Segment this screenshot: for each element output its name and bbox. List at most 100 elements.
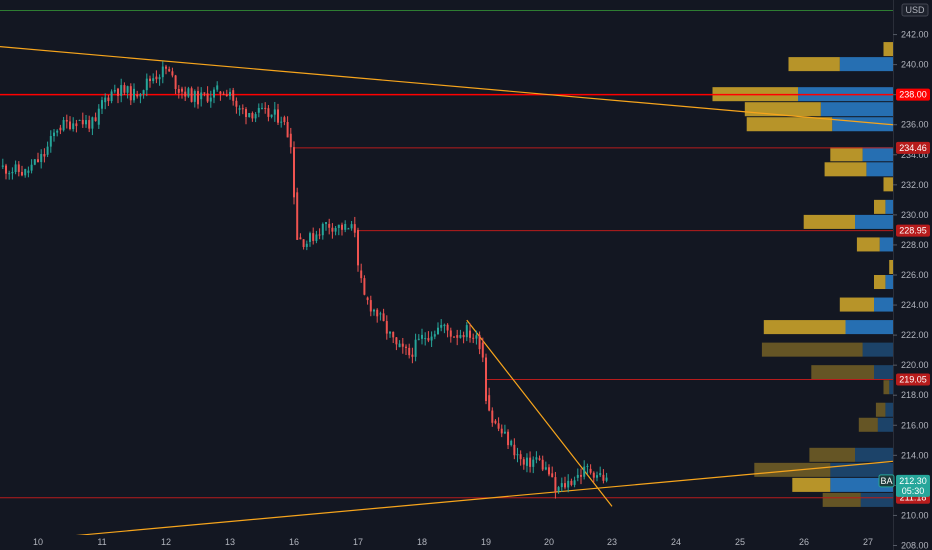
candle-body [529,457,532,467]
volume-profile-down-bar [839,297,874,312]
candle-body [72,123,75,130]
x-tick-label: 24 [671,537,681,547]
candle-body [40,153,43,163]
candle-body [453,336,455,338]
volume-profile-down-bar [883,42,893,57]
candle-body [344,224,347,230]
price-label-text: 219.05 [899,374,927,384]
candle-body [43,153,46,157]
candle-body [427,338,430,341]
volume-profile-down-bar [761,342,863,357]
candle-body [59,127,62,131]
candle-body [596,475,598,478]
candle-body [360,270,363,279]
y-tick-label: 240.00 [901,60,929,70]
x-tick-label: 19 [481,537,491,547]
candle-body [449,330,452,337]
candle-body [37,159,39,163]
candle-body [488,395,491,411]
candle-body [113,90,116,92]
candle-body [270,114,273,117]
candle-body [91,117,94,129]
y-tick-label: 214.00 [901,450,929,460]
volume-profile-up-bar [855,214,893,229]
candle-body [544,467,547,470]
price-label-text: 234.46 [899,143,927,153]
countdown-timer-text: 05:30 [902,486,925,496]
candle-body [251,112,254,119]
candle-body [11,171,14,174]
candle-body [177,89,180,93]
candle-body [94,117,97,122]
volume-profile-down-bar [746,117,833,132]
x-tick-label: 18 [417,537,427,547]
candle-body [465,325,468,338]
candle-body [280,121,283,123]
candle-body [78,119,81,121]
candle-body [46,146,49,155]
candle-body [315,234,318,241]
candle-body [232,90,235,101]
candle-body [385,321,388,334]
volume-profile-up-bar [862,342,893,357]
candle-body [283,117,286,123]
candle-body [222,93,225,95]
volume-profile-down-bar [754,462,831,477]
candle-body [507,431,510,446]
volume-profile-down-bar [822,492,861,507]
candle-body [139,94,142,97]
candle-body [481,342,484,358]
volume-profile-up-bar [830,462,893,477]
candle-body [145,78,148,91]
candle-body [241,108,244,110]
horizontal-levels [0,93,893,499]
candle-body [27,170,30,173]
candle-body [219,91,222,94]
candle-body [567,480,570,488]
volume-profile-down-bar [803,214,855,229]
volume-profile-down-bar [883,380,890,395]
candle-body [548,467,550,475]
candle-body [289,133,292,148]
candle-body [519,454,522,460]
candle-body [331,227,334,232]
candle-body [366,297,369,301]
candle-body [190,88,193,102]
time-axis[interactable] [0,535,893,550]
candle-body [376,309,379,317]
candle-body [171,71,174,76]
volume-profile-up-bar [862,147,893,162]
candle-body [570,480,573,485]
candle-body [17,164,20,172]
y-tick-label: 216.00 [901,420,929,430]
candle-body [286,122,289,138]
volume-profile-up-bar [830,477,893,492]
candle-body [225,94,228,96]
volume-profile-down-bar [824,162,867,177]
candle-body [181,88,183,92]
candle-body [414,339,417,357]
y-tick-label: 220.00 [901,360,929,370]
candle-body [369,300,372,312]
y-tick-label: 208.00 [901,540,929,550]
candle-body [472,337,475,339]
volume-profile-up-bar [860,492,893,507]
currency-text: USD [905,5,925,15]
y-tick-label: 236.00 [901,120,929,130]
candle-body [334,227,337,232]
candle-body [65,120,68,122]
candle-body [557,487,560,492]
y-tick-label: 230.00 [901,210,929,220]
y-tick-label: 228.00 [901,240,929,250]
candle-body [312,233,315,241]
trendline [0,460,894,544]
volume-profile-up-bar [879,237,893,252]
volume-profile-down-bar [856,237,880,252]
y-tick-label: 226.00 [901,270,929,280]
candle-body [88,120,91,129]
candle-body [30,164,33,171]
trendline [466,319,613,507]
candle-body [592,472,595,478]
volume-profile-down-bar [858,417,878,432]
